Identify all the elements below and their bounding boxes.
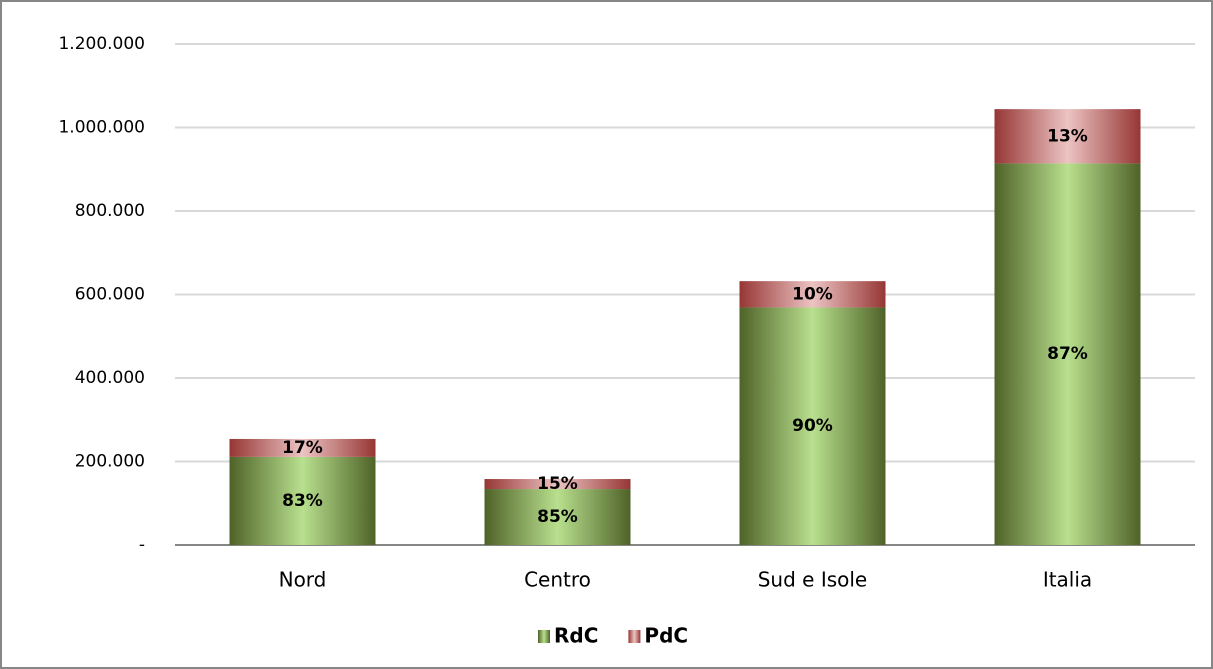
y-tick-label: 1.000.000 [58, 118, 145, 138]
share-label: 87% [1047, 344, 1088, 364]
bar-segment [229, 456, 376, 545]
x-tick-label: Italia [1043, 568, 1092, 592]
y-tick-label: 200.000 [75, 452, 145, 472]
share-label: 83% [282, 491, 323, 511]
share-label: 10% [792, 284, 833, 304]
y-tick-label: 600.000 [75, 285, 145, 305]
share-label: 15% [537, 474, 578, 494]
legend-label: RdC [554, 624, 598, 648]
share-label: 17% [282, 438, 323, 458]
bar-segment [229, 438, 376, 457]
share-label: 85% [537, 507, 578, 527]
x-tick-label: Nord [279, 568, 327, 592]
x-tick-label: Sud e Isole [758, 568, 868, 592]
share-label: 13% [1047, 126, 1088, 146]
y-tick-label: - [139, 535, 145, 555]
bar-segment [739, 281, 886, 308]
share-label: 90% [792, 416, 833, 436]
bar-segment [484, 479, 631, 490]
bar-segment [739, 307, 886, 545]
bar-segment [994, 163, 1141, 545]
y-tick-label: 1.200.000 [58, 34, 145, 54]
legend-label: PdC [644, 624, 688, 648]
legend-swatch [538, 630, 550, 643]
y-tick-label: 400.000 [75, 368, 145, 388]
x-tick-label: Centro [524, 568, 591, 592]
bar-segment [994, 109, 1141, 164]
bar-segment [484, 489, 631, 545]
legend-swatch [628, 630, 641, 643]
y-tick-label: 800.000 [75, 201, 145, 221]
